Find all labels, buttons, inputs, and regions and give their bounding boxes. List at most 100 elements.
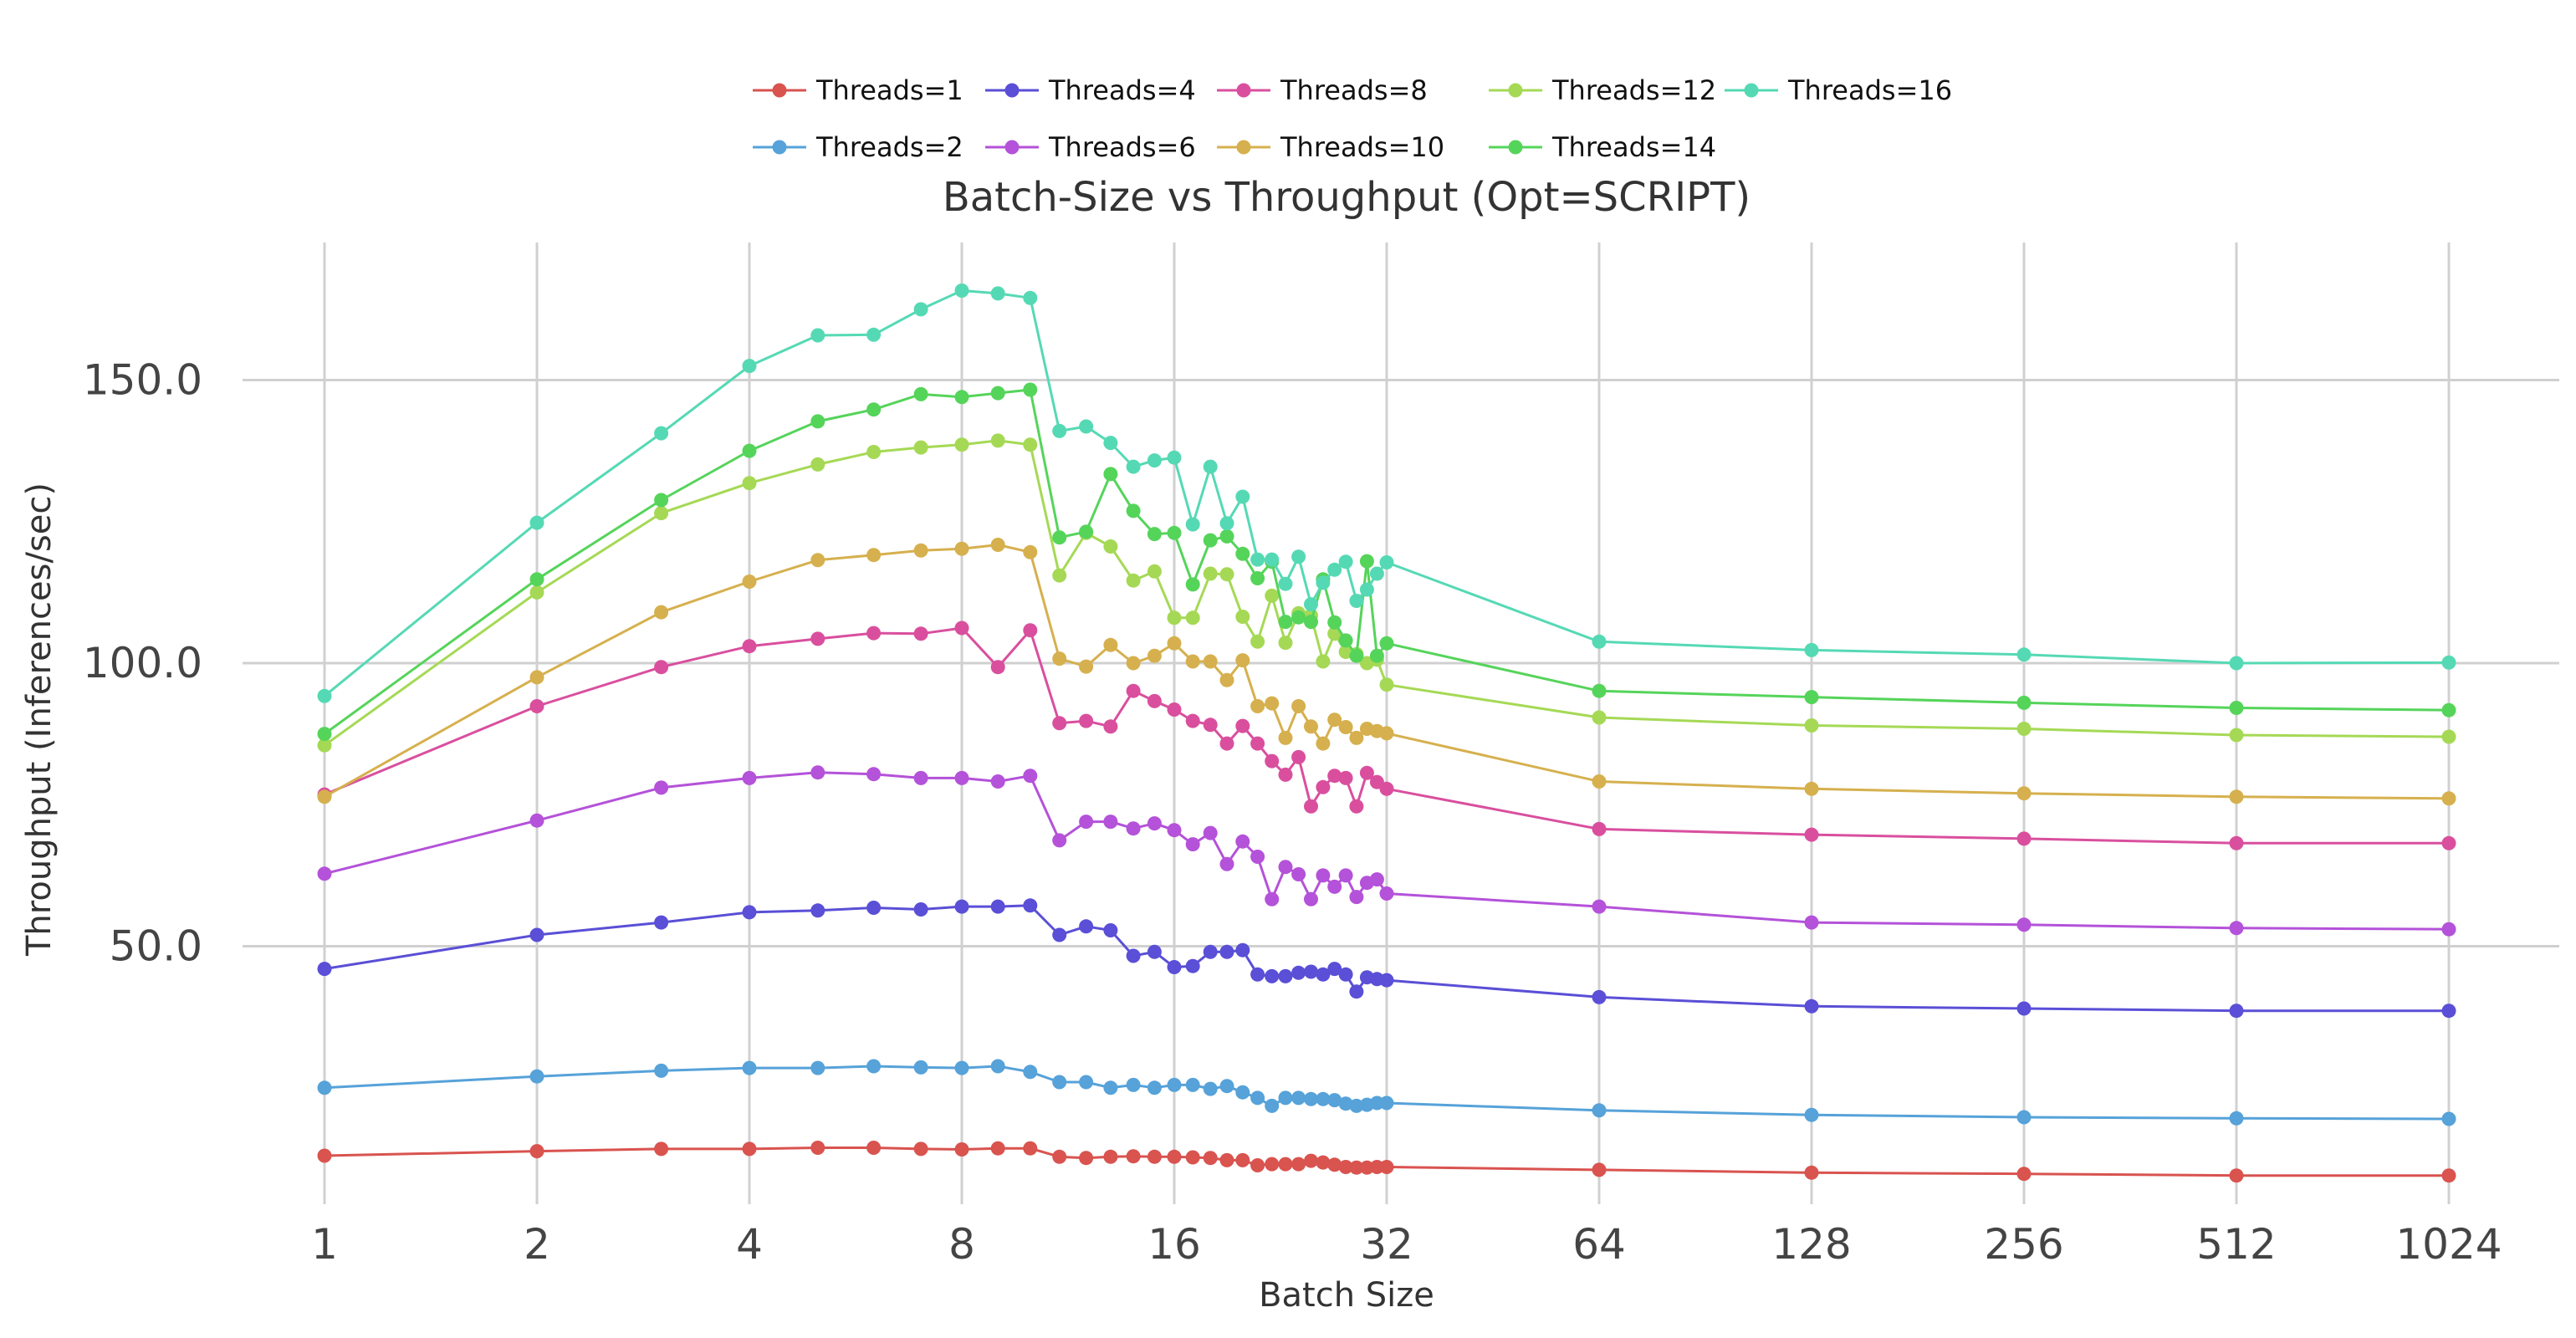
data-point xyxy=(1126,1149,1141,1164)
data-point xyxy=(2229,1168,2244,1183)
data-point xyxy=(1278,860,1293,875)
data-point xyxy=(1052,568,1067,583)
data-point xyxy=(654,605,669,620)
legend-item: Threads=16 xyxy=(1725,74,1952,106)
data-point xyxy=(1103,815,1118,830)
data-point xyxy=(1265,696,1280,711)
data-point xyxy=(1369,648,1384,663)
data-point xyxy=(1804,827,1819,842)
y-tick-label: 50.0 xyxy=(110,922,202,971)
series xyxy=(317,1141,2456,1183)
data-point xyxy=(990,538,1005,552)
data-point xyxy=(1126,683,1141,698)
data-point xyxy=(1592,683,1607,698)
data-point xyxy=(913,1141,928,1157)
data-point xyxy=(954,620,969,636)
data-point xyxy=(1219,529,1234,544)
data-point xyxy=(1338,633,1353,648)
data-point xyxy=(317,866,332,881)
data-point xyxy=(866,767,882,782)
data-point xyxy=(742,1060,757,1075)
data-point xyxy=(2016,1167,2032,1182)
data-point xyxy=(1079,919,1094,934)
data-point xyxy=(1369,566,1384,581)
data-point xyxy=(1235,834,1250,849)
data-point xyxy=(990,286,1005,301)
data-point xyxy=(954,899,969,914)
data-point xyxy=(1235,1085,1250,1100)
data-point xyxy=(1379,636,1394,651)
data-point xyxy=(2441,1168,2456,1183)
x-tick-label: 64 xyxy=(1572,1220,1626,1269)
y-axis-ticks: 50.0 100.0 150.0 xyxy=(83,356,202,971)
data-point xyxy=(1316,868,1331,883)
data-point xyxy=(1278,636,1293,651)
x-tick-label: 4 xyxy=(736,1220,763,1269)
data-point xyxy=(1327,615,1342,630)
data-point xyxy=(654,915,669,930)
data-point xyxy=(1079,524,1094,539)
data-point xyxy=(317,1148,332,1163)
data-point xyxy=(1103,923,1118,937)
data-point xyxy=(654,660,669,675)
data-point xyxy=(1250,850,1265,864)
data-point xyxy=(1023,898,1038,913)
data-point xyxy=(913,440,928,455)
data-point xyxy=(990,433,1005,448)
data-point xyxy=(1103,1149,1118,1164)
data-point xyxy=(1023,623,1038,638)
x-tick-label: 2 xyxy=(524,1220,550,1269)
data-point xyxy=(2016,917,2032,932)
data-point xyxy=(1592,634,1607,649)
data-point xyxy=(654,493,669,508)
data-point xyxy=(1023,290,1038,305)
data-point xyxy=(810,765,825,780)
data-point xyxy=(2229,701,2244,715)
data-point xyxy=(1235,1152,1250,1167)
data-point xyxy=(1338,770,1353,785)
data-point xyxy=(866,548,882,563)
series xyxy=(317,765,2456,937)
data-point xyxy=(1185,1077,1200,1092)
data-point xyxy=(1265,588,1280,603)
data-point xyxy=(654,1063,669,1078)
data-point xyxy=(1304,1091,1318,1106)
data-point xyxy=(1250,699,1265,713)
data-point xyxy=(1250,736,1265,751)
data-point xyxy=(317,688,332,703)
data-point xyxy=(1379,555,1394,569)
data-point xyxy=(654,1141,669,1157)
data-point xyxy=(1167,610,1182,626)
data-point xyxy=(2229,656,2244,671)
legend-marker xyxy=(1508,140,1523,155)
data-point xyxy=(1349,594,1364,608)
data-point xyxy=(1291,549,1306,564)
data-point xyxy=(954,437,969,452)
data-point xyxy=(742,575,757,589)
legend-marker xyxy=(1236,83,1251,98)
data-point xyxy=(1147,453,1162,468)
data-point xyxy=(1379,1095,1394,1111)
data-point xyxy=(913,902,928,917)
data-point xyxy=(1304,615,1318,630)
legend-label: Threads=1 xyxy=(815,74,963,106)
data-point xyxy=(1250,571,1265,585)
x-tick-label: 16 xyxy=(1147,1220,1201,1269)
data-point xyxy=(1147,527,1162,542)
data-point xyxy=(317,1080,332,1095)
data-point xyxy=(1052,1149,1067,1164)
data-point xyxy=(1304,799,1318,814)
data-point xyxy=(913,302,928,317)
data-point xyxy=(1338,554,1353,569)
data-point xyxy=(1167,636,1182,651)
data-point xyxy=(1023,1141,1038,1156)
data-point xyxy=(1265,891,1280,906)
data-point xyxy=(742,905,757,920)
data-point xyxy=(1379,973,1394,988)
data-point xyxy=(1327,1093,1342,1108)
data-point xyxy=(742,476,757,491)
data-point xyxy=(1592,710,1607,725)
data-point xyxy=(1235,546,1250,561)
data-point xyxy=(954,541,969,556)
data-point xyxy=(1235,653,1250,668)
